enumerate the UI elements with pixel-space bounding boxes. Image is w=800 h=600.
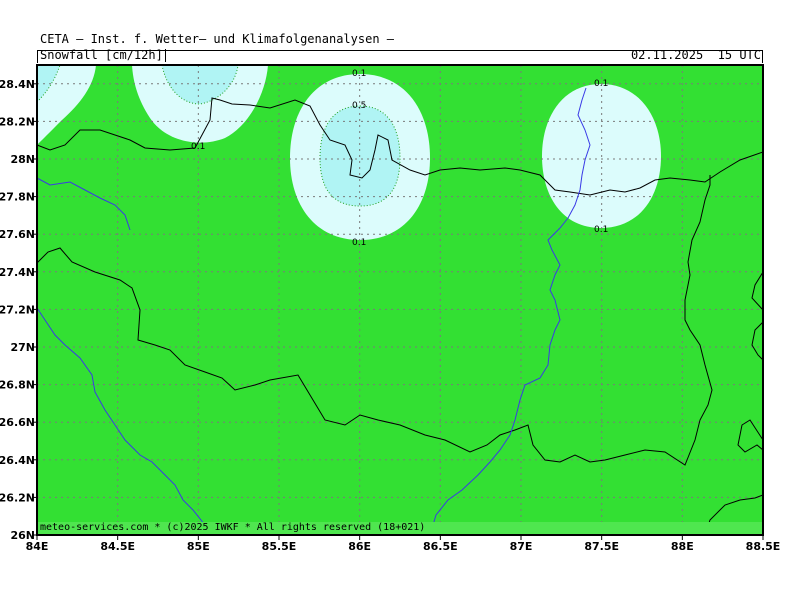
rivers: [36, 87, 591, 536]
river-west: [36, 177, 131, 231]
footer-credit: meteo-services.com * (c)2025 IWKF * All …: [40, 522, 426, 533]
contour-lines: [36, 64, 401, 207]
y-tick-label: 27.4N: [0, 266, 35, 279]
map-title: CETA — Inst. f. Wetter— und Klimafolgena…: [40, 32, 395, 46]
grid-lines: [37, 65, 763, 535]
river-central-south: [429, 87, 591, 536]
footer-strip: [37, 522, 763, 535]
y-tick-label: 26.2N: [0, 491, 35, 504]
x-tick-label: 86.5E: [423, 540, 458, 553]
y-tick-label: 27.6N: [0, 228, 35, 241]
border-china-nepal: [36, 97, 764, 196]
contour-label-central-inner: 0.5: [352, 101, 366, 111]
x-tick-label: 84E: [26, 540, 49, 553]
y-tick-label: 27N: [10, 341, 35, 354]
x-tick-label: 87.5E: [584, 540, 619, 553]
river-southwest: [36, 307, 216, 536]
contour-label-east-bottom: 0.1: [594, 225, 608, 235]
y-tick-label: 28.2N: [0, 115, 35, 128]
x-tick-label: 88.5E: [746, 540, 781, 553]
contour-label-central-top: 0.1: [352, 69, 366, 79]
snowfall-area-west: [37, 65, 96, 145]
axis-ticks: 84E 84.5E 85E 85.5E 86E 86.5E 87E 87.5E 88E 88.5E…: [0, 78, 780, 553]
map-frame: [36, 64, 764, 536]
subtitle-bar: [37, 50, 763, 63]
x-tick-label: 85E: [187, 540, 210, 553]
border-nepal-india-south: [36, 175, 713, 466]
y-tick-label: 27.8N: [0, 191, 35, 204]
contour-label-west: 0.1: [191, 142, 205, 152]
y-tick-label: 27.2N: [0, 303, 35, 316]
contour-label-central-bottom: 0.1: [352, 238, 366, 248]
y-tick-label: 26.6N: [0, 416, 35, 429]
y-tick-label: 28N: [10, 153, 35, 166]
contour-line-west: [36, 64, 61, 103]
y-tick-label: 26.8N: [0, 379, 35, 392]
border-northeast: [751, 271, 764, 311]
x-tick-label: 84.5E: [100, 540, 135, 553]
y-tick-label: 26N: [10, 529, 35, 542]
x-tick-label: 88E: [671, 540, 694, 553]
snowfall-area-northwest-inner: [162, 65, 238, 104]
x-tick-label: 87E: [510, 540, 533, 553]
snowfall-area-west-inner: [37, 65, 60, 102]
y-tick-label: 26.4N: [0, 454, 35, 467]
y-tick-label: 28.4N: [0, 78, 35, 91]
border-east-edge: [751, 321, 764, 361]
datetime-label: 02.11.2025 15 UTC: [630, 48, 761, 62]
parameter-label: Snowfall [cm/12h]: [40, 49, 166, 62]
x-tick-label: 86E: [348, 540, 371, 553]
contour-label-east-top: 0.1: [594, 79, 608, 89]
x-tick-label: 85.5E: [262, 540, 297, 553]
